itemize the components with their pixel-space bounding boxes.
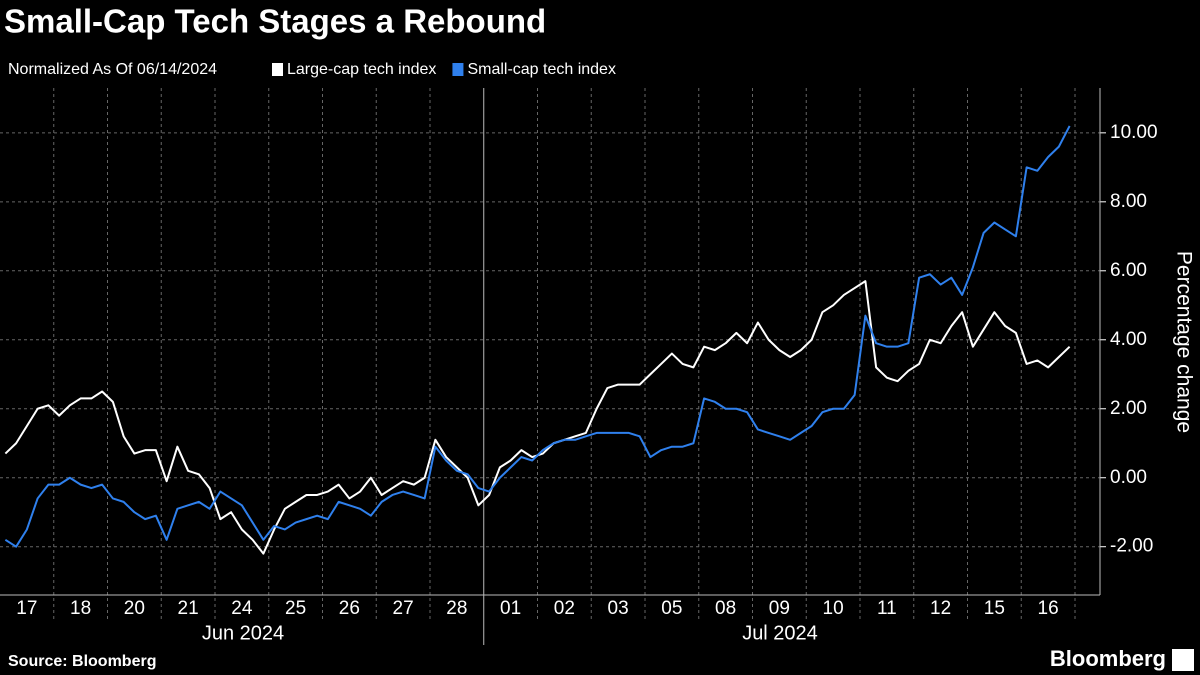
x-tick-label: 16 [1038, 598, 1059, 619]
y-axis-label: Percentage change [1172, 251, 1195, 433]
x-tick-label: 03 [608, 598, 629, 619]
x-tick-label: 12 [930, 598, 951, 619]
x-tick-label: 20 [124, 598, 145, 619]
y-tick-label: 8.00 [1110, 191, 1147, 212]
y-tick-label: 4.00 [1110, 329, 1147, 350]
legend-label: Large-cap tech index [287, 61, 436, 78]
series-line [4, 125, 1071, 548]
brand: Bloomberg [1050, 646, 1166, 671]
legend-label: Small-cap tech index [467, 61, 616, 78]
y-tick-label: -2.00 [1110, 536, 1153, 557]
y-tick-label: 10.00 [1110, 122, 1158, 143]
x-tick-label: 28 [446, 598, 467, 619]
x-tick-label: 17 [16, 598, 37, 619]
x-group-label: Jun 2024 [202, 622, 284, 644]
x-tick-label: 11 [877, 598, 897, 619]
legend: Large-cap tech index Small-cap tech index [272, 61, 616, 78]
y-tick-label: 6.00 [1110, 260, 1147, 281]
x-tick-label: 02 [554, 598, 575, 619]
x-tick-label: 08 [715, 598, 736, 619]
x-tick-label: 05 [661, 598, 682, 619]
brand-icon [1172, 649, 1194, 671]
x-tick-label: 10 [823, 598, 844, 619]
legend-swatch [272, 63, 283, 76]
x-tick-label: 09 [769, 598, 790, 619]
chart-subtitle: Normalized As Of 06/14/2024 [8, 61, 217, 78]
x-tick-label: 21 [178, 598, 199, 619]
x-tick-label: 01 [500, 598, 521, 619]
legend-swatch [452, 63, 464, 76]
x-tick-label: 15 [984, 598, 1005, 619]
x-group-label: Jul 2024 [742, 622, 818, 644]
y-tick-label: 0.00 [1110, 467, 1147, 488]
x-tick-label: 27 [393, 598, 414, 619]
y-tick-label: 2.00 [1110, 398, 1147, 419]
x-tick-label: 18 [70, 598, 91, 619]
x-tick-label: 25 [285, 598, 306, 619]
source: Source: Bloomberg [8, 653, 156, 670]
chart-title: Small-Cap Tech Stages a Rebound [4, 3, 546, 40]
x-tick-label: 26 [339, 598, 360, 619]
x-tick-label: 24 [231, 598, 253, 619]
